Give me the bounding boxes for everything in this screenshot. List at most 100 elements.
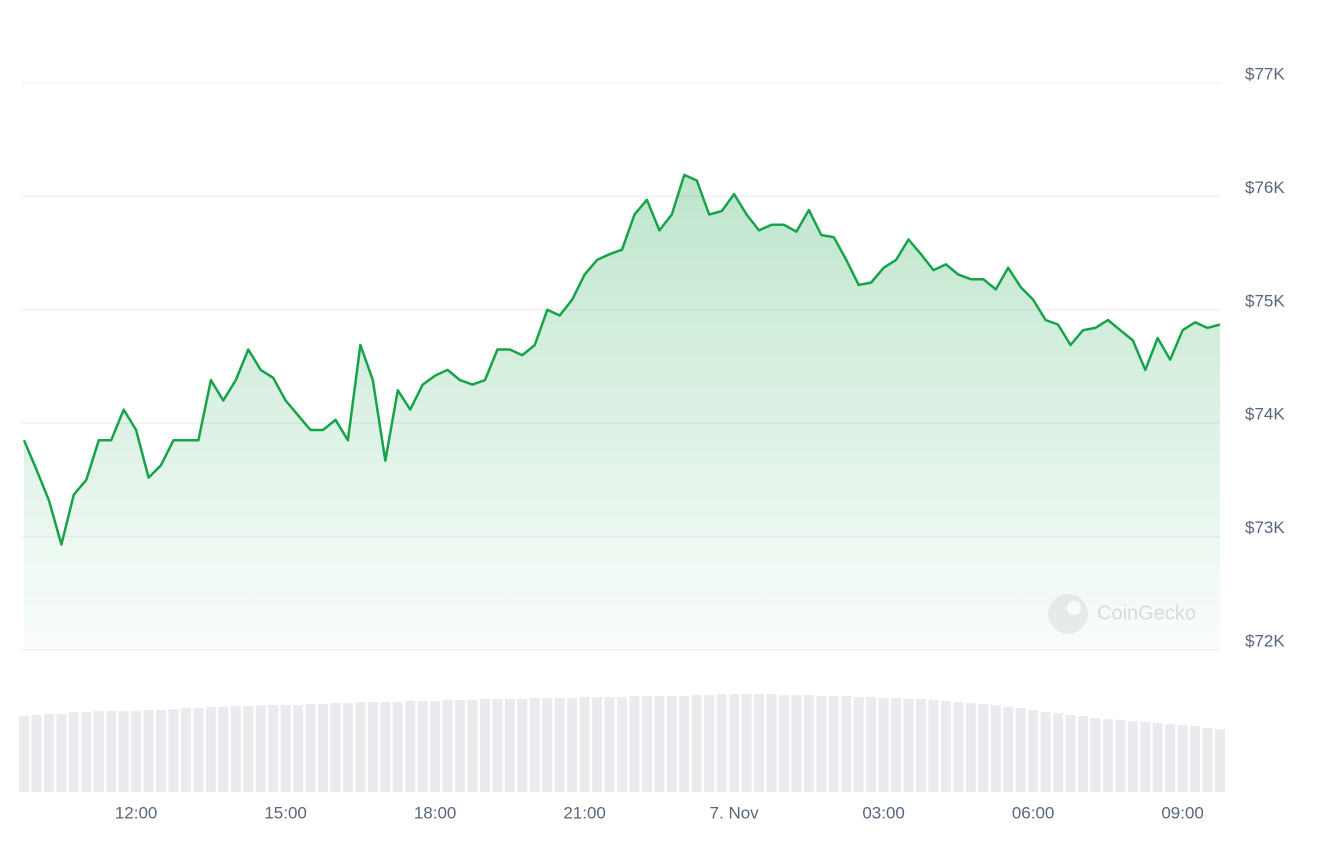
volume-bar: [392, 702, 403, 792]
volume-bar: [280, 705, 291, 792]
price-line: [22, 173, 1221, 546]
volume-bar: [716, 694, 727, 792]
volume-bar: [504, 699, 515, 792]
volume-bar: [766, 694, 777, 792]
volume-bar: [1065, 715, 1076, 792]
area-fill: [24, 174, 1220, 650]
volume-bar: [367, 702, 378, 792]
x-tick-label: 7. Nov: [710, 803, 760, 822]
volume-bar: [1040, 712, 1051, 792]
volume-bar: [691, 695, 702, 792]
volume-bar: [517, 699, 528, 792]
volume-bar: [1177, 725, 1188, 792]
volume-bar: [143, 710, 154, 792]
volume-bar: [56, 714, 67, 792]
volume-bar: [1015, 708, 1026, 792]
y-tick-label: $72K: [1245, 631, 1285, 650]
volume-bar: [255, 705, 266, 792]
volume-bar: [1090, 718, 1101, 792]
volume-bar: [355, 702, 366, 792]
volume-bar: [330, 703, 341, 792]
volume-bar: [953, 702, 964, 792]
volume-bar: [492, 699, 503, 792]
volume-bar: [118, 711, 129, 792]
volume-bar: [529, 698, 540, 792]
volume-bar: [866, 697, 877, 792]
watermark: CoinGecko: [1048, 594, 1196, 634]
y-tick-label: $74K: [1245, 405, 1285, 424]
volume-bar: [43, 714, 54, 792]
volume-bar: [31, 715, 42, 792]
volume-bar: [654, 696, 665, 792]
volume-bar: [1202, 728, 1213, 792]
y-tick-label: $76K: [1245, 178, 1285, 197]
volume-bar: [230, 706, 241, 792]
volume-bar: [903, 699, 914, 792]
volume-bar: [803, 695, 814, 792]
volume-bar: [1152, 723, 1163, 792]
x-tick-label: 12:00: [115, 803, 158, 822]
volume-bar: [741, 694, 752, 792]
volume-bar: [1053, 713, 1064, 792]
volume-bar: [828, 696, 839, 792]
x-tick-label: 18:00: [414, 803, 457, 822]
volume-bar: [878, 698, 889, 792]
volume-bar: [754, 694, 765, 792]
volume-bar: [666, 696, 677, 792]
volume-bar: [405, 701, 416, 792]
volume-bar: [1127, 721, 1138, 792]
volume-bar: [679, 696, 690, 792]
volume-bar: [131, 711, 142, 792]
y-tick-label: $73K: [1245, 518, 1285, 537]
volume-bar: [841, 696, 852, 792]
volume-bar: [990, 705, 1001, 792]
volume-bar: [19, 716, 29, 792]
volume-bar: [1077, 716, 1088, 792]
volume-bar: [940, 701, 951, 792]
volume-bar: [380, 702, 391, 792]
x-tick-label: 03:00: [862, 803, 905, 822]
volume-bar: [193, 708, 204, 792]
volume-bar: [305, 704, 316, 792]
volume-bar: [704, 695, 715, 792]
volume-bar: [68, 712, 79, 792]
volume-bar: [156, 710, 167, 792]
volume-bar: [853, 697, 864, 792]
volume-bar: [592, 697, 603, 792]
y-tick-label: $77K: [1245, 64, 1285, 83]
volume-bar: [641, 696, 652, 792]
volume-bar: [243, 706, 254, 792]
volume-bar: [455, 700, 466, 792]
volume-bar: [1028, 710, 1039, 792]
volume-bar: [218, 707, 229, 792]
volume-bar: [106, 711, 117, 792]
volume-bar: [816, 696, 827, 792]
volume-bar: [542, 698, 553, 792]
x-tick-label: 21:00: [563, 803, 606, 822]
volume-bar: [778, 695, 789, 792]
volume-bar: [1140, 722, 1151, 792]
volume-bar: [617, 697, 627, 792]
x-tick-label: 09:00: [1161, 803, 1204, 822]
volume-bar: [205, 707, 216, 792]
volume-bar: [604, 697, 615, 792]
volume-bar: [729, 694, 740, 792]
y-tick-label: $75K: [1245, 291, 1285, 310]
volume-bar: [928, 700, 939, 792]
volume-bar: [318, 704, 328, 792]
volume-bar: [93, 711, 104, 792]
volume-bar: [293, 705, 304, 792]
volume-bar: [479, 699, 490, 792]
volume-bar: [579, 697, 590, 792]
volume-bar: [417, 701, 428, 792]
volume-bar: [965, 703, 976, 792]
volume-bar: [1215, 729, 1225, 792]
volume-bar: [1003, 707, 1014, 792]
volume-bar: [180, 708, 191, 792]
volume-bar: [442, 700, 453, 792]
volume-bar: [168, 709, 179, 792]
volume-bar: [1115, 720, 1126, 792]
volume-bar: [629, 696, 640, 792]
